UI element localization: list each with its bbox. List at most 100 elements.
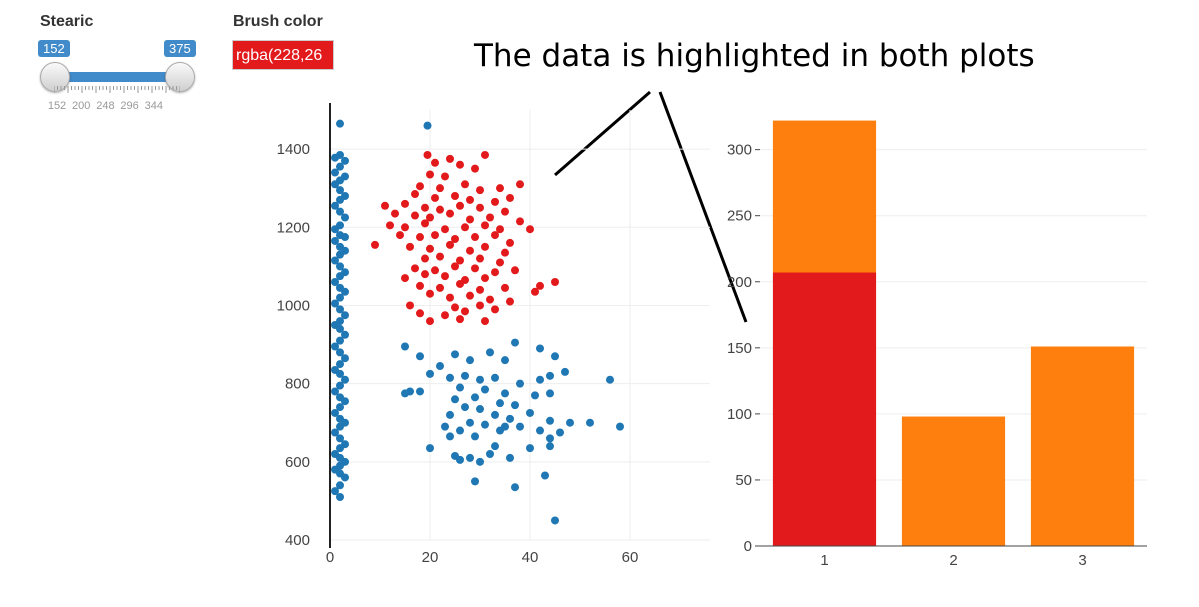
bar-segment xyxy=(901,416,1006,546)
scatter-point xyxy=(496,184,504,193)
slider-min-badge: 152 xyxy=(38,40,70,57)
scatter-point xyxy=(431,231,439,240)
scatter-point xyxy=(396,231,404,240)
scatter-point xyxy=(446,154,454,163)
scatter-point xyxy=(496,258,504,267)
slider-grid-label: 200 xyxy=(72,100,91,112)
scatter-point xyxy=(336,305,344,314)
scatter-point xyxy=(606,375,614,384)
scatter-point xyxy=(541,471,549,480)
bar-x-tick-label: 3 xyxy=(1078,552,1086,569)
scatter-point xyxy=(331,299,339,308)
scatter-x-tick-label: 0 xyxy=(326,549,334,566)
scatter-point xyxy=(491,197,499,206)
scatter-point xyxy=(476,285,484,294)
slider-track[interactable] xyxy=(54,72,180,82)
scatter-y-tick-label: 1000 xyxy=(277,297,310,314)
scatter-point xyxy=(426,289,434,298)
scatter-point xyxy=(566,418,574,427)
scatter-point xyxy=(331,180,339,189)
scatter-point xyxy=(456,160,464,169)
scatter-point xyxy=(476,203,484,212)
scatter-point xyxy=(401,389,409,398)
scatter-point xyxy=(436,184,444,193)
scatter-point xyxy=(401,223,409,232)
scatter-y-tick-label: 400 xyxy=(285,532,310,549)
scatter-point xyxy=(551,516,559,525)
scatter-point xyxy=(401,274,409,283)
scatter-point xyxy=(336,369,344,378)
scatter-point xyxy=(506,414,514,423)
slider-grid xyxy=(54,86,180,93)
scatter-point xyxy=(511,266,519,275)
scatter-point xyxy=(466,195,474,204)
scatter-point xyxy=(456,455,464,464)
scatter-point xyxy=(416,387,424,396)
scatter-point xyxy=(466,356,474,365)
scatter-point xyxy=(451,395,459,404)
scatter-point xyxy=(341,473,349,482)
scatter-point xyxy=(561,367,569,376)
scatter-point xyxy=(511,483,519,492)
scatter-point xyxy=(426,444,434,453)
scatter-point xyxy=(501,207,509,216)
scatter-point xyxy=(411,211,419,220)
scatter-point xyxy=(341,213,349,222)
scatter-point xyxy=(341,354,349,363)
scatter-point xyxy=(331,201,339,210)
bar-y-tick-label: 100 xyxy=(727,406,752,423)
scatter-point xyxy=(451,350,459,359)
scatter-point xyxy=(551,352,559,361)
scatter-point xyxy=(526,444,534,453)
scatter-point xyxy=(336,360,344,369)
scatter-point xyxy=(546,389,554,398)
bar-y-tick-label: 300 xyxy=(727,142,752,159)
scatter-point xyxy=(341,330,349,339)
scatter-point xyxy=(336,493,344,501)
scatter-point xyxy=(406,242,414,251)
scatter-x-tick-label: 20 xyxy=(422,549,439,566)
scatter-point xyxy=(536,281,544,290)
scatter-y-tick-label: 1400 xyxy=(277,141,310,158)
scatter-point xyxy=(476,254,484,263)
bar-segment xyxy=(772,120,877,273)
scatter-point xyxy=(466,418,474,427)
scatter-point xyxy=(446,432,454,441)
scatter-point xyxy=(331,256,339,265)
stearic-label: Stearic xyxy=(40,13,94,30)
slider-grid-label: 248 xyxy=(96,100,115,112)
scatter-point xyxy=(551,278,559,286)
scatter-point xyxy=(423,150,432,159)
scatter-point xyxy=(481,274,489,283)
scatter-plot[interactable]: 400 600 800 1000 1200 1400 0 20 40 60 xyxy=(260,100,720,575)
scatter-point xyxy=(441,272,449,281)
scatter-y-tick-label: 800 xyxy=(285,376,310,393)
scatter-point xyxy=(456,383,464,392)
scatter-point xyxy=(466,453,474,462)
scatter-point xyxy=(461,307,469,316)
scatter-point xyxy=(476,375,484,384)
bar-y-tick-label: 50 xyxy=(735,472,752,489)
scatter-point xyxy=(486,213,494,222)
scatter-point xyxy=(401,199,409,208)
scatter-point xyxy=(496,399,504,408)
scatter-point xyxy=(411,190,419,199)
scatter-point xyxy=(336,336,344,345)
scatter-point xyxy=(491,231,499,240)
scatter-point xyxy=(336,195,344,204)
scatter-point xyxy=(336,186,344,195)
bar-chart[interactable]: 0 50 100 150 200 250 300 1 2 3 xyxy=(700,100,1160,575)
scatter-point xyxy=(341,156,349,165)
brush-color-input[interactable]: rgba(228,26 xyxy=(232,40,334,70)
scatter-point xyxy=(501,356,509,365)
scatter-point xyxy=(456,201,464,210)
scatter-point xyxy=(516,180,524,189)
scatter-point xyxy=(336,119,344,128)
scatter-point xyxy=(386,221,394,230)
scatter-point xyxy=(421,219,429,228)
scatter-y-tick-label: 600 xyxy=(285,454,310,471)
bar-y-tick-label: 150 xyxy=(727,340,752,357)
arrow-to-scatter xyxy=(554,90,651,177)
scatter-point xyxy=(506,238,514,247)
